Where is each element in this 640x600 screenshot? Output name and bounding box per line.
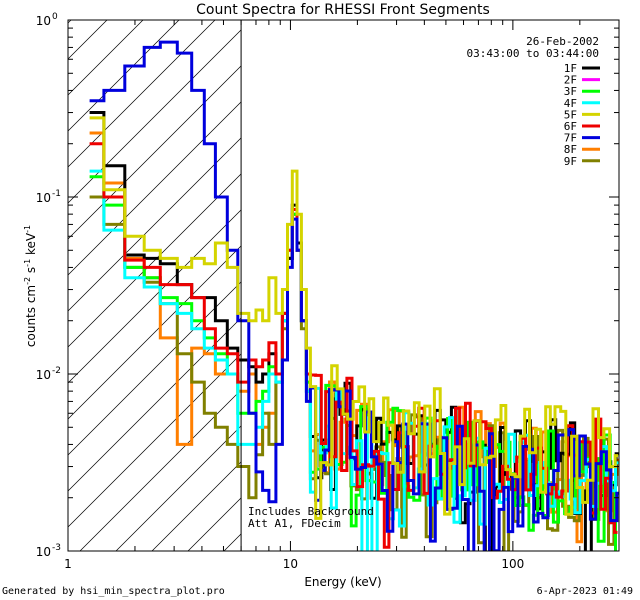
chart-title: Count Spectra for RHESSI Front Segments <box>196 2 490 18</box>
legend-label-4F: 4F <box>564 97 577 110</box>
legend-label-2F: 2F <box>564 74 577 87</box>
legend-label-7F: 7F <box>564 132 577 145</box>
y-tick-exponent: -2 <box>52 366 61 376</box>
legend-label-3F: 3F <box>564 85 577 98</box>
y-tick-exponent: -1 <box>52 189 61 199</box>
series-line-5F <box>89 116 619 520</box>
legend-label-9F: 9F <box>564 155 577 168</box>
generated-by-footer: Generated by hsi_min_spectra_plot.pro <box>2 586 225 597</box>
y-tick-label: 10 <box>36 191 51 205</box>
legend-label-8F: 8F <box>564 143 577 156</box>
date-annotation: 26-Feb-2002 <box>526 35 599 48</box>
legend-label-5F: 5F <box>564 108 577 121</box>
background-note: Includes Background <box>248 505 374 518</box>
timestamp-footer: 6-Apr-2023 01:49 <box>537 586 633 597</box>
x-tick-label: 10 <box>283 557 298 571</box>
x-tick-label: 1 <box>64 557 72 571</box>
y-tick-label: 10 <box>36 14 51 28</box>
y-tick-label: 10 <box>36 368 51 382</box>
y-axis-label: counts cm-2 s-1 keV-1 <box>23 225 38 347</box>
series-line-7F <box>89 40 619 551</box>
x-axis-label: Energy (keV) <box>304 575 381 589</box>
legend-label-1F: 1F <box>564 62 577 75</box>
y-tick-label: 10 <box>36 545 51 559</box>
y-tick-exponent: -3 <box>52 543 61 553</box>
time-range-annotation: 03:43:00 to 03:44:00 <box>467 47 599 60</box>
y-tick-exponent: 0 <box>52 12 58 22</box>
plot-frame <box>67 19 620 552</box>
attenuator-note: Att A1, FDecim <box>248 517 341 530</box>
legend-label-6F: 6F <box>564 120 577 133</box>
x-tick-label: 100 <box>501 557 524 571</box>
